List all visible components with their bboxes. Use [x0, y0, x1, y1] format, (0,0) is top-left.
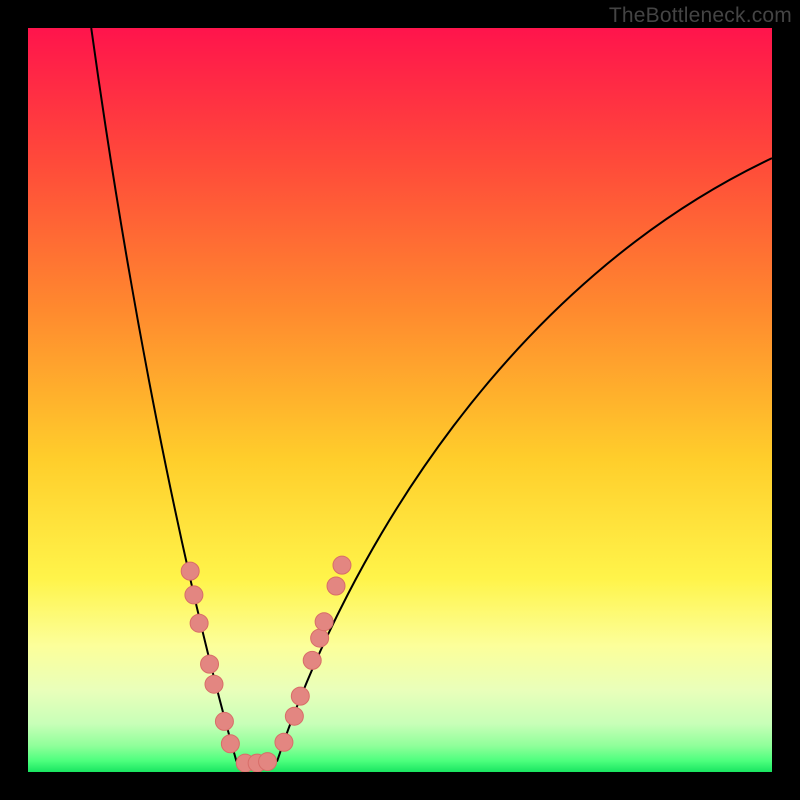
data-marker — [201, 655, 219, 673]
data-marker — [275, 733, 293, 751]
data-marker — [285, 707, 303, 725]
data-marker — [315, 613, 333, 631]
data-marker — [303, 651, 321, 669]
data-marker — [215, 712, 233, 730]
data-marker — [190, 614, 208, 632]
data-marker — [333, 556, 351, 574]
chart-svg — [28, 28, 772, 772]
watermark-text: TheBottleneck.com — [609, 4, 792, 28]
chart-frame: TheBottleneck.com — [0, 0, 800, 800]
data-marker — [291, 687, 309, 705]
data-marker — [221, 735, 239, 753]
data-marker — [181, 562, 199, 580]
gradient-background — [28, 28, 772, 772]
data-marker — [185, 586, 203, 604]
plot-area — [28, 28, 772, 772]
data-marker — [311, 629, 329, 647]
data-marker — [327, 577, 345, 595]
data-marker — [259, 753, 277, 771]
data-marker — [205, 675, 223, 693]
